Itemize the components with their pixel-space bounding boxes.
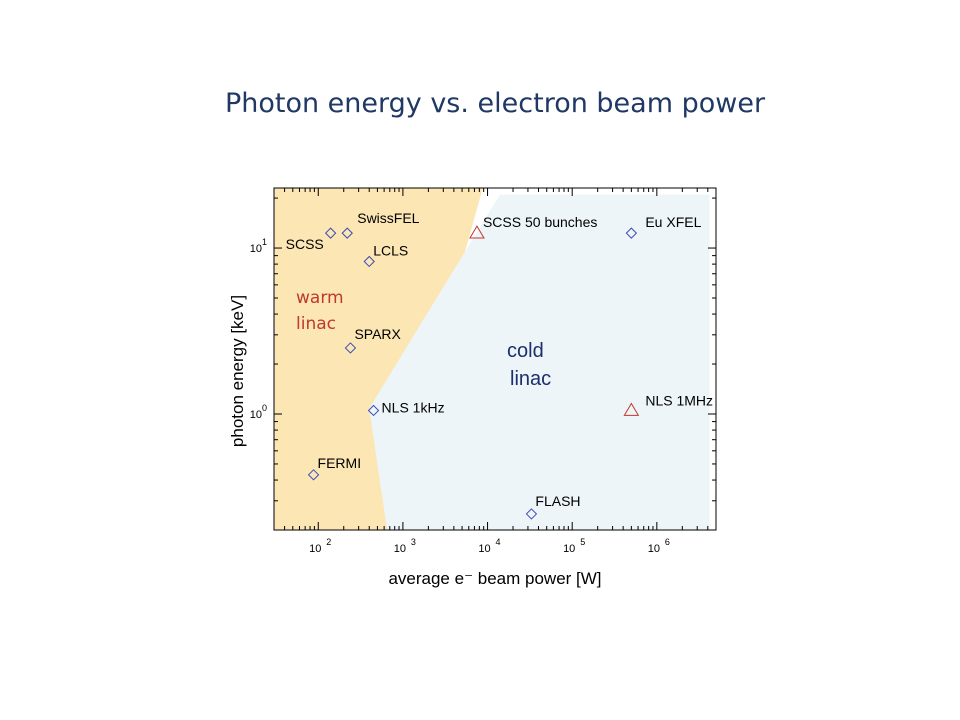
point-scss-label: SCSS [286, 236, 324, 252]
plot-frame [273, 187, 717, 531]
region-cold-linac [369, 194, 710, 530]
point-nls-1mhz-label: NLS 1MHz [645, 392, 713, 408]
point-nls-1khz-marker [367, 404, 380, 417]
point-nls-1mhz-marker [623, 402, 640, 416]
x-tick-label: 10 [478, 543, 490, 555]
x-tick-label: 10 [563, 543, 575, 555]
point-eu-xfel-label: Eu XFEL [645, 214, 701, 230]
point-scss-marker [324, 227, 337, 239]
point-fermi-label: FERMI [318, 455, 362, 471]
x-tick-label-exponent: 2 [326, 537, 331, 547]
point-scss-50-bunches-label: SCSS 50 bunches [483, 214, 597, 230]
x-axis-title: average e⁻ beam power [W] [388, 569, 601, 588]
y-tick-label-exponent: 1 [262, 237, 267, 247]
region-warm-linac [274, 188, 483, 530]
point-flash-marker [525, 508, 538, 520]
point-lcls-label: LCLS [373, 242, 408, 258]
point-fermi-marker [307, 469, 320, 481]
x-tick-label-exponent: 5 [580, 537, 585, 547]
point-swissfel-marker [341, 227, 353, 239]
point-sparx-marker [344, 342, 357, 354]
point-lcls-marker [363, 255, 375, 268]
y-axis-title: photon energy [keV] [228, 295, 247, 447]
x-tick-label: 10 [394, 543, 406, 555]
x-tick-label-exponent: 3 [411, 537, 416, 547]
x-tick-label-exponent: 4 [496, 537, 501, 547]
slide-title: Photon energy vs. electron beam power [224, 88, 766, 119]
x-tick-label: 10 [309, 543, 321, 555]
y-tick-label-exponent: 0 [262, 403, 267, 413]
point-nls-1khz-label: NLS 1kHz [382, 399, 445, 415]
point-flash-label: FLASH [535, 493, 580, 509]
x-tick-label: 10 [648, 543, 660, 555]
point-scss-50-bunches-marker [469, 225, 485, 239]
x-tick-label-exponent: 6 [665, 537, 670, 547]
region-labels-layer: warm linac cold linac [296, 288, 551, 390]
point-swissfel-label: SwissFEL [357, 210, 419, 226]
y-tick-label: 10 [250, 243, 262, 255]
point-sparx-label: SPARX [354, 326, 401, 342]
region-label-warm-linac-2: linac [296, 314, 336, 334]
regions-layer [274, 188, 710, 530]
y-tick-label: 10 [250, 409, 262, 421]
region-label-cold-linac-1: cold [507, 340, 544, 362]
region-label-cold-linac-2: linac [510, 368, 551, 390]
point-eu-xfel-marker [625, 227, 638, 239]
region-label-warm-linac-1: warm [296, 288, 344, 308]
points-layer: SwissFEL SCSS LCLS SCSS 50 bunches Eu XFEL SP… [286, 210, 713, 520]
